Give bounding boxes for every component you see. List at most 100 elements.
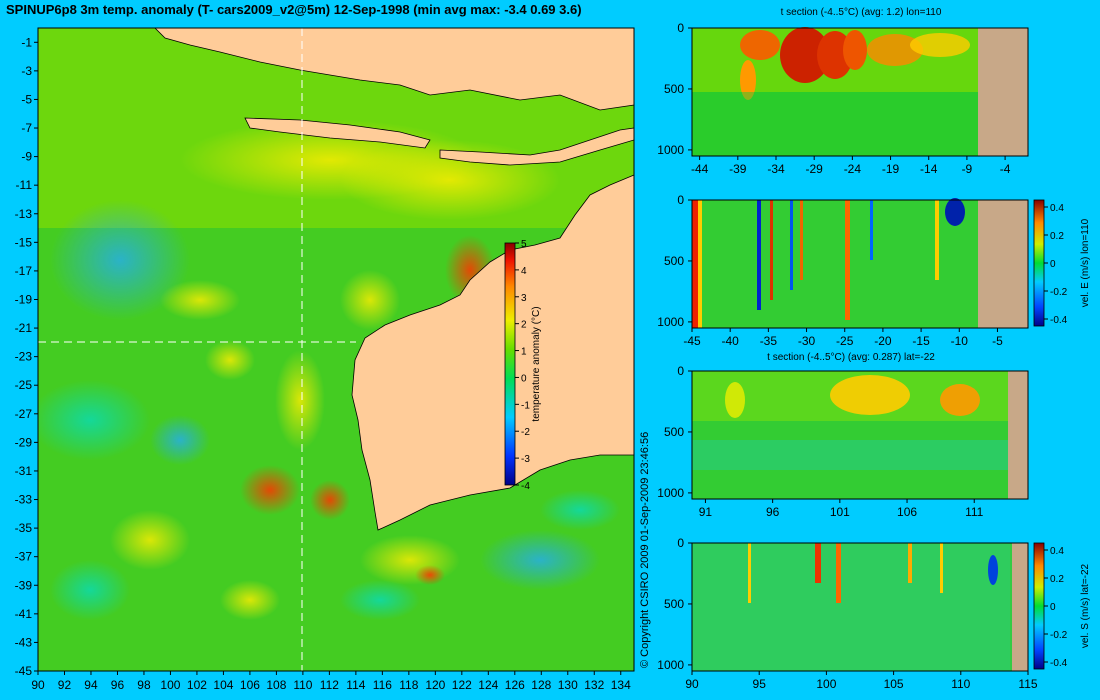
tsec_lat-y-tick-label: 500 (664, 425, 684, 439)
map-colorbar-tick-label: 2 (521, 320, 527, 331)
map-x-tick-label: 118 (399, 678, 418, 692)
vsec_lon-x-tick-label: -45 (683, 334, 701, 348)
map-colorbar-tick-label: 1 (521, 347, 527, 358)
map-y-axis: -1 -3 -5 -7 -9 -11 -13 -15 -17 -19 -21 -23 -25 -27 -29… (15, 35, 38, 678)
vsec_lat-x-tick-label: 100 (816, 677, 836, 691)
map-x-tick-label: 114 (346, 678, 365, 692)
tsec-lat-title: t section (-4..5°C) (avg: 0.287) lat=-22 (767, 352, 935, 363)
tsec_lon-x-tick-label: -19 (882, 162, 900, 176)
map-colorbar-label: temperature anomaly (°C) (531, 306, 542, 421)
vsec_lon-x-tick-label: -30 (798, 334, 816, 348)
tsec-lon-title: t section (-4..5°C) (avg: 1.2) lon=110 (781, 7, 942, 18)
map-colorbar: 5 4 3 2 1 0 -1 -2 -3 -4 temperature anomaly (°C) (504, 239, 542, 492)
vsec_lat-y-tick-label: 1000 (657, 658, 684, 672)
map-y-tick-label: -3 (21, 64, 32, 78)
tsec_lon-y-tick-label: 1000 (657, 143, 684, 157)
map-y-tick-label: -27 (15, 407, 33, 421)
map-y-tick-label: -9 (21, 150, 32, 164)
map-colorbar-tick-label: -4 (521, 481, 530, 492)
vsec_lat-x-tick-label: 90 (685, 677, 699, 691)
vsec_lon-colorbar-tick-label: 0.4 (1050, 203, 1064, 214)
land-java (244, 117, 431, 149)
map-x-tick-label: 134 (611, 678, 631, 692)
map-y-tick-label: -15 (15, 235, 33, 249)
map-x-tick-label: 128 (531, 678, 551, 692)
tsec_lon-x-tick-label: -39 (729, 162, 747, 176)
vsec_lat-colorbar-tick-label: -0.2 (1050, 630, 1068, 641)
main-title: SPINUP6p8 3m temp. anomaly (T- cars2009_… (6, 2, 582, 17)
vsec_lon-y-tick-label: 500 (664, 254, 684, 268)
vsec_lat-colorbar-tick-label: -0.4 (1050, 658, 1068, 669)
vsec_lon-colorbar-tick-label: -0.2 (1050, 287, 1068, 298)
vsec_lon-y-tick-label: 0 (677, 193, 684, 207)
vsec_lon-x-tick-label: -20 (874, 334, 892, 348)
map-x-tick-label: 126 (505, 678, 525, 692)
map-y-tick-label: -39 (15, 578, 33, 592)
map-colorbar-tick-label: -1 (521, 400, 530, 411)
map-x-tick-label: 94 (84, 678, 98, 692)
tsec-lat-panel (691, 370, 1029, 500)
map-y-tick-label: -7 (21, 121, 32, 135)
vsec_lat-x-tick-label: 115 (1018, 677, 1037, 691)
map-colorbar-gradient (504, 242, 516, 486)
tsec_lat-x-tick-label: 101 (830, 505, 850, 519)
copyright-note: © Copyright CSIRO 2009 01-Sep-2009 23:46… (639, 431, 651, 668)
tsec-lat-land (1008, 371, 1028, 499)
vsec-lat-panel: 0.4 0.2 0 -0.2 -0.4 vel. S (m/s) lat=-22 (691, 542, 1091, 672)
map-y-tick-label: -1 (21, 35, 32, 49)
vsec_lon-y-tick-label: 1000 (657, 315, 684, 329)
vsec-lon-panel: 0.4 0.2 0 -0.2 -0.4 vel. E (m/s) lon=110 (691, 198, 1091, 329)
map-x-tick-label: 98 (137, 678, 151, 692)
vsec-lat-colorbar-label: vel. S (m/s) lat=-22 (1080, 563, 1091, 648)
map-y-tick-label: -29 (15, 435, 33, 449)
map-x-axis: 90 92 94 96 98 100 102 104 106 108 110 112 114 116 118… (31, 671, 631, 692)
vsec_lon-x-tick-label: -25 (836, 334, 854, 348)
vsec-lon-land (978, 200, 1028, 328)
vsec-lon-colorbar (1033, 199, 1045, 327)
vsec-lat-land (1012, 543, 1028, 671)
vsec_lat-y-tick-label: 500 (664, 597, 684, 611)
map-panel: 90 92 94 96 98 100 102 104 106 108 110 112 114 116 118… (15, 27, 635, 692)
tsec_lat-x-tick-label: 106 (897, 505, 917, 519)
vsec_lat-x-tick-label: 105 (884, 677, 904, 691)
map-colorbar-tick-label: -2 (521, 427, 530, 438)
vsec_lat-x-tick-label: 95 (753, 677, 767, 691)
tsec_lon-x-tick-label: -9 (962, 162, 973, 176)
tsec_lat-x-tick-label: 91 (699, 505, 713, 519)
map-x-tick-label: 116 (373, 678, 392, 692)
map-x-tick-label: 90 (31, 678, 45, 692)
map-frame (37, 27, 635, 672)
map-y-tick-label: -25 (15, 378, 33, 392)
vsec_lat-y-tick-label: 0 (677, 536, 684, 550)
map-x-tick-label: 130 (558, 678, 578, 692)
vsec_lon-colorbar-tick-label: 0.2 (1050, 231, 1064, 242)
vsec-lon-colorbar-label: vel. E (m/s) lon=110 (1080, 218, 1091, 307)
map-colorbar-tick-label: 0 (521, 373, 527, 384)
vsec_lat-colorbar-tick-label: 0.4 (1050, 546, 1064, 557)
map-colorbar-tick-label: 5 (521, 239, 527, 250)
tsec_lat-x-tick-label: 111 (965, 505, 984, 519)
map-y-tick-label: -43 (15, 635, 33, 649)
tsec_lon-x-tick-label: -14 (920, 162, 938, 176)
map-y-tick-label: -13 (15, 207, 33, 221)
map-x-tick-label: 104 (213, 678, 233, 692)
map-y-tick-label: -11 (16, 178, 33, 192)
vsec_lat-x-tick-label: 110 (951, 677, 970, 691)
tsec_lon-x-tick-label: -44 (691, 162, 709, 176)
vsec_lon-x-tick-label: -10 (951, 334, 969, 348)
vsec_lat-colorbar-tick-label: 0 (1050, 602, 1056, 613)
tsec_lat-y-tick-label: 1000 (657, 486, 684, 500)
tsec_lon-x-tick-label: -34 (767, 162, 785, 176)
map-x-tick-label: 102 (187, 678, 207, 692)
vsec_lon-colorbar-tick-label: 0 (1050, 259, 1056, 270)
map-y-tick-label: -23 (15, 350, 33, 364)
map-y-tick-label: -45 (15, 664, 33, 678)
map-x-tick-label: 96 (111, 678, 125, 692)
tsec-lon-panel (691, 27, 1029, 157)
tsec_lon-y-tick-label: 500 (664, 82, 684, 96)
map-x-tick-label: 106 (240, 678, 260, 692)
map-x-tick-label: 110 (293, 678, 312, 692)
vsec_lat-colorbar-tick-label: 0.2 (1050, 574, 1064, 585)
map-y-tick-label: -41 (15, 607, 33, 621)
